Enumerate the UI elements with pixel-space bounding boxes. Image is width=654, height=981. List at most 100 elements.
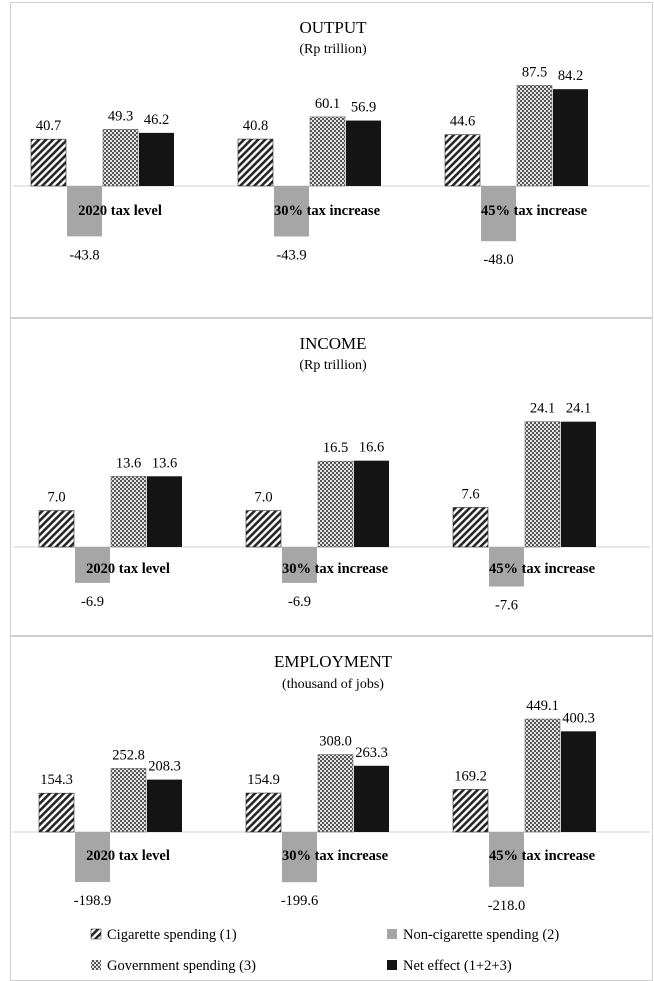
output-panel: OUTPUT (Rp trillion) 40.7 40.8 44.6 -43.8 -43.… [10, 2, 653, 318]
data-label: 60.1 [315, 96, 340, 112]
bar-government [524, 718, 561, 833]
data-label: 400.3 [562, 710, 595, 726]
data-label: -199.6 [281, 893, 318, 909]
category-label: 45% tax increase [481, 203, 588, 219]
bar-government [102, 129, 139, 187]
data-label: -7.6 [495, 598, 518, 614]
bar-cigarette [30, 138, 67, 187]
income-panel: INCOME (Rp trillion) 7.0 7.0 7.6 -6.9 -6.9 -7.6… [10, 318, 653, 636]
bar-cigarette [444, 134, 481, 187]
legend: Cigarette spending (1) Non-cigarette spen… [90, 927, 559, 974]
bar-net-effect [561, 731, 596, 832]
data-label: 252.8 [112, 747, 145, 763]
bar-non-cigarette [274, 186, 309, 237]
bar-non-cigarette [282, 547, 317, 583]
data-label: 7.6 [461, 486, 479, 502]
legend-label: Non-cigarette spending (2) [403, 927, 559, 943]
panel-subtitle: (Rp trillion) [299, 358, 367, 373]
data-label: 154.9 [247, 772, 280, 788]
data-label: 169.2 [454, 768, 487, 784]
category-label: 30% tax increase [274, 203, 381, 219]
legend-item-non-cigarette: Non-cigarette spending (2) [387, 927, 559, 943]
data-label: 208.3 [148, 759, 181, 775]
bar-non-cigarette [67, 186, 102, 237]
data-label: 154.3 [40, 772, 73, 788]
bar-cigarette [245, 510, 282, 548]
data-label: 308.0 [319, 734, 352, 750]
bar-non-cigarette [489, 832, 524, 887]
category-label: 30% tax increase [282, 561, 389, 577]
bar-cigarette [38, 510, 75, 548]
legend-label: Cigarette spending (1) [107, 927, 237, 943]
bar-government [110, 768, 147, 833]
data-label: -43.9 [276, 247, 306, 263]
data-label: -43.8 [69, 247, 99, 263]
data-label: -6.9 [288, 594, 311, 610]
bar-net-effect [147, 476, 182, 547]
panel-border [10, 2, 653, 318]
bar-non-cigarette [282, 832, 317, 883]
bar-government [309, 116, 346, 187]
data-label: -218.0 [488, 898, 525, 914]
bar-cigarette [38, 792, 75, 833]
legend-swatch [91, 960, 101, 970]
bar-non-cigarette [75, 832, 110, 883]
panel-subtitle: (Rp trillion) [299, 42, 367, 57]
legend-item-government: Government spending (3) [91, 958, 256, 974]
bar-cigarette [245, 792, 282, 833]
bar-government [524, 421, 561, 548]
panel-title: OUTPUT [299, 18, 367, 37]
bar-non-cigarette [75, 547, 110, 583]
data-label: 56.9 [351, 100, 376, 116]
bar-cigarette [237, 138, 274, 187]
bar-net-effect [553, 89, 588, 186]
data-label: 44.6 [450, 114, 475, 130]
panel-subtitle: (thousand of jobs) [282, 677, 384, 692]
legend-label: Net effect (1+2+3) [403, 958, 512, 974]
data-label: 7.0 [47, 490, 65, 506]
category-label: 2020 tax level [78, 203, 162, 219]
data-label: 84.2 [558, 68, 583, 84]
data-label: -6.9 [81, 594, 104, 610]
bar-cigarette [452, 789, 489, 833]
data-label: -48.0 [483, 252, 513, 268]
data-label: 263.3 [355, 745, 388, 761]
bar-net-effect [346, 120, 381, 186]
data-label: 13.6 [116, 455, 141, 471]
panel-title: EMPLOYMENT [274, 652, 393, 671]
legend-item-net-effect: Net effect (1+2+3) [387, 958, 512, 974]
panel-title: INCOME [299, 334, 366, 353]
data-label: 7.0 [254, 490, 272, 506]
bar-net-effect [354, 765, 389, 832]
bar-government [516, 85, 553, 187]
bar-non-cigarette [489, 547, 524, 587]
category-label: 30% tax increase [282, 848, 389, 864]
data-label: 24.1 [530, 401, 555, 417]
category-label: 2020 tax level [86, 561, 170, 577]
bar-government [110, 475, 147, 548]
bar-net-effect [139, 132, 174, 186]
category-label: 45% tax increase [489, 848, 596, 864]
data-label: 46.2 [144, 112, 169, 128]
employment-panel: EMPLOYMENT (thousand of jobs) 154.3 154.9 16… [10, 636, 653, 981]
bar-government [317, 754, 354, 833]
legend-swatch [90, 928, 102, 940]
data-label: 40.8 [243, 118, 268, 134]
bar-cigarette [452, 507, 489, 548]
data-label: 40.7 [36, 118, 61, 134]
data-label: 49.3 [108, 108, 133, 124]
legend-swatch [387, 960, 397, 970]
category-label: 45% tax increase [489, 561, 596, 577]
bar-government [317, 460, 354, 548]
legend-label: Government spending (3) [107, 958, 256, 974]
data-label: -198.9 [74, 893, 111, 909]
data-label: 13.6 [152, 455, 177, 471]
data-label: 24.1 [566, 401, 591, 417]
legend-item-cigarette: Cigarette spending (1) [90, 927, 237, 943]
bar-non-cigarette [481, 186, 516, 242]
bar-net-effect [147, 779, 182, 832]
category-label: 2020 tax level [86, 848, 170, 864]
data-label: 449.1 [526, 698, 559, 714]
bar-net-effect [354, 460, 389, 547]
bar-net-effect [561, 421, 596, 547]
